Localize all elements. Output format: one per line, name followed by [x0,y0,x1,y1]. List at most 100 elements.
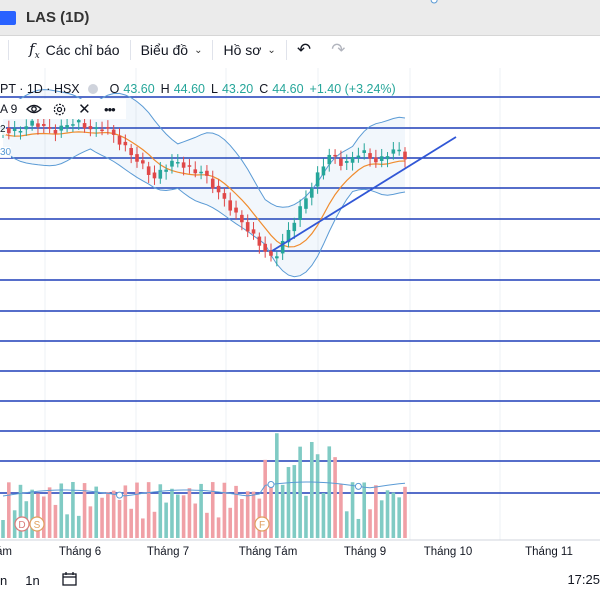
candle-body [403,151,407,160]
volume-bar [106,492,110,538]
volume-bar [356,518,361,538]
candle-body [245,222,250,232]
volume-bar [152,511,157,538]
undo-button[interactable]: ↶ [287,36,321,64]
candle-body [234,207,238,213]
change-value: +1.40 (+3.24%) [309,82,396,96]
volume-bar [65,514,69,538]
candle-body [193,169,198,174]
chart-type-dropdown[interactable]: Biểu đồ ⌄ [131,36,213,64]
volume-bar [362,482,367,538]
event-marker [14,516,30,532]
candle-body [36,123,40,127]
volume-bar [327,446,332,538]
candle-body [228,200,233,211]
redo-button[interactable]: ↷ [321,36,355,64]
app-icon [0,10,16,25]
volume-bar [76,515,81,538]
candle-body [356,155,361,158]
eye-icon[interactable] [26,101,43,117]
volume-bar [222,482,227,538]
candle-body [141,160,145,164]
volume-bar [280,484,285,538]
range-1m-button[interactable]: 1n [25,572,40,588]
volume-bar [94,486,99,538]
volume-ma-line [2,481,406,497]
volume-bar [47,487,52,538]
candle-body [7,128,11,134]
event-marker [254,516,270,532]
toolbar-divider [8,40,9,60]
candle-body [135,154,139,162]
volume-bar [129,508,133,538]
time-axis-label: Tháng 9 [344,546,386,558]
toolbar-divider [285,40,287,60]
candle-body [379,156,384,161]
volume-bar [344,511,349,538]
profile-dropdown[interactable]: Hồ sơ ⌄ [213,36,285,64]
low-key: L [210,82,218,96]
chevron-down-icon: ⌄ [194,44,203,56]
open-key: O [109,82,120,96]
candle-body [59,125,64,131]
candle-body [18,131,23,133]
ohlc-legend: PT · 1D · HSX O 43.60 H 44.60 L 43.20 C 44.6… [0,80,400,98]
time-axis-label: Tháng 6 [59,546,101,558]
volume-bar [187,488,192,538]
candle-body [164,169,168,172]
volume-bar [59,483,64,538]
volume-bar [321,493,326,538]
candle-body [368,153,372,159]
volume-bar [111,490,116,538]
volume-bar [245,491,250,538]
clock-label: 17:25 [567,572,600,587]
volume-bar [374,485,378,538]
volume-bar [53,504,58,538]
time-axis-label: Tháng 7 [147,546,189,558]
date-range-icon[interactable] [56,571,84,589]
range-button[interactable]: n [0,572,8,588]
minus-icon[interactable] [87,84,98,94]
open-value: 43.60 [123,82,155,96]
gear-icon[interactable] [51,101,67,117]
candle-body [385,156,390,160]
indicators-button[interactable]: fx Các chỉ báo [19,36,130,64]
candle-body [321,166,326,176]
price-label: 30 [0,147,12,158]
candle-body [397,149,401,152]
volume-bar [263,459,267,538]
candle-body [181,162,186,168]
event-marker [29,516,45,532]
candle-body [350,157,355,163]
volume-bar [123,485,128,538]
candle-body [263,243,267,252]
candle-body [315,172,320,187]
volume-bar [205,512,209,538]
symbol-label: PT · 1D · HSX [0,82,80,96]
candle-body [187,165,192,167]
volume-bar [82,483,87,538]
high-value: 44.60 [173,82,205,96]
candle-body [199,171,203,174]
volume-bar [379,500,384,538]
volume-bar [228,507,233,538]
indicator-legend-row: A 9 ✕ ••• [0,99,126,119]
bollinger-upper-band [2,89,406,208]
close-icon[interactable]: ✕ [78,101,91,118]
trend-line [271,136,457,252]
time-axis-label: Tháng 11 [525,546,573,558]
candle-body [292,222,297,232]
volume-bar [181,495,186,538]
candle-body [216,185,221,193]
candle-body [240,214,244,223]
candle-body [12,128,17,131]
volume-bar [135,482,139,538]
volume-marker [430,0,438,4]
volume-bar [18,484,23,538]
more-icon[interactable]: ••• [104,101,116,117]
candle-body [210,178,215,189]
function-icon: fx [29,39,40,61]
chart-type-label: Biểu đồ [140,42,189,58]
candle-body [76,120,81,123]
